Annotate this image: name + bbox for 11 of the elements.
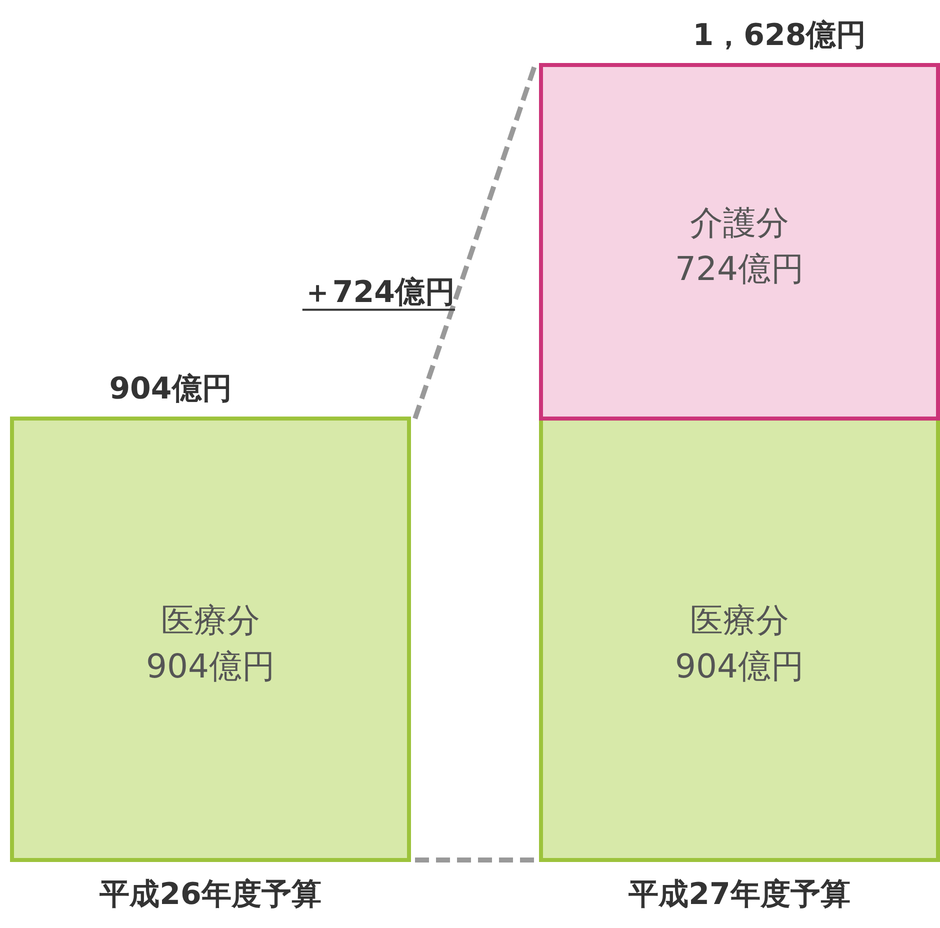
total-label: 904億円: [109, 372, 232, 407]
series-label: 介護分: [690, 202, 789, 242]
text: 医療分: [690, 600, 789, 640]
x-tick-label: 平成26年度予算: [98, 877, 322, 912]
data-label: 904億円: [675, 646, 804, 686]
annotation: ＋724億円: [302, 274, 455, 310]
data-label: 904億円: [146, 646, 275, 686]
total-label: 1，628億円: [692, 18, 866, 53]
series-label: 医療分: [161, 600, 260, 640]
x-tick-label: 平成27年度予算: [628, 877, 850, 912]
data-label: 724億円: [675, 248, 804, 288]
